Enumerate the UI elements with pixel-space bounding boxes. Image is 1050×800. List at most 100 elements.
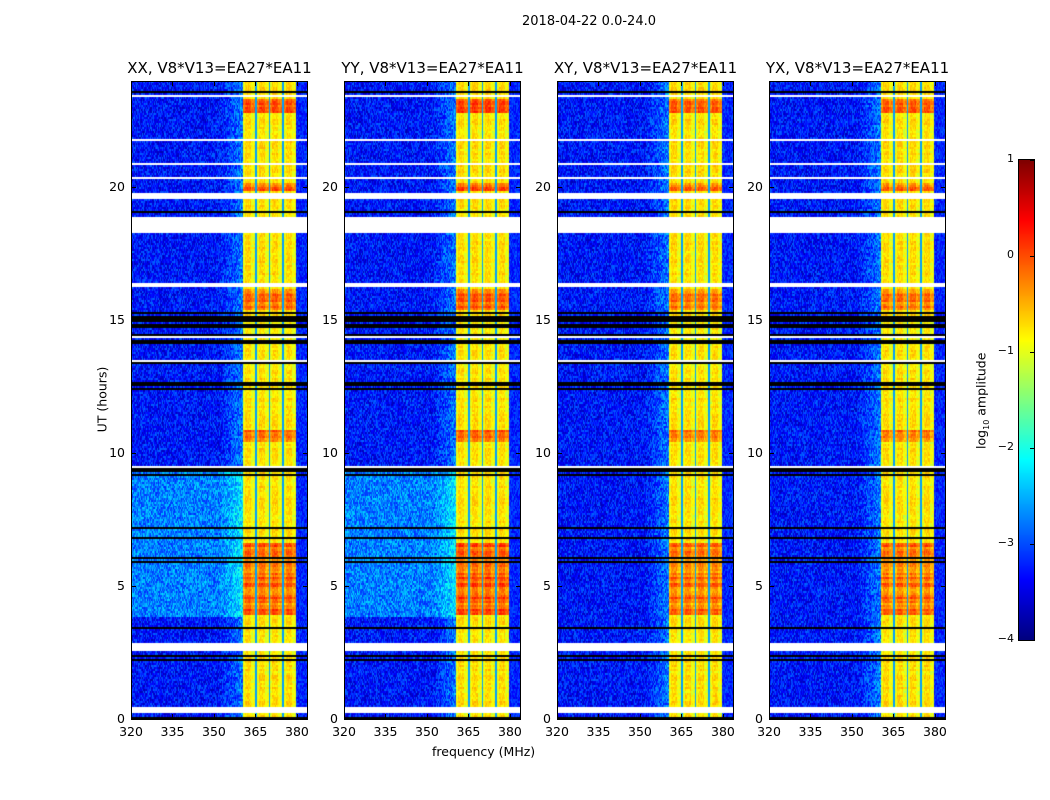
x-tick-mark bbox=[131, 714, 132, 719]
x-tick-mark bbox=[172, 714, 174, 719]
x-tick-label: 380 bbox=[285, 724, 309, 739]
x-tick-mark bbox=[810, 714, 812, 719]
x-tick-label: 365 bbox=[881, 724, 906, 739]
y-tick-mark bbox=[131, 453, 136, 455]
x-tick-mark bbox=[172, 81, 174, 86]
x-tick-mark bbox=[893, 714, 895, 719]
x-tick-mark bbox=[851, 81, 853, 86]
x-tick-mark bbox=[255, 714, 257, 719]
x-tick-mark bbox=[722, 81, 724, 86]
y-tick-mark bbox=[769, 586, 774, 588]
x-tick-label: 335 bbox=[373, 724, 398, 739]
y-tick-mark bbox=[516, 719, 521, 720]
x-tick-mark bbox=[385, 81, 387, 86]
x-tick-mark bbox=[426, 714, 428, 719]
y-tick-mark bbox=[769, 453, 774, 455]
x-tick-label: 335 bbox=[160, 724, 185, 739]
y-tick-mark bbox=[131, 719, 136, 720]
y-tick-mark bbox=[941, 187, 946, 189]
y-tick-mark bbox=[303, 586, 308, 588]
heatmap-canvas bbox=[558, 82, 733, 719]
y-tick-mark bbox=[344, 719, 349, 720]
x-tick-mark bbox=[851, 714, 853, 719]
x-tick-mark bbox=[426, 81, 428, 86]
y-tick-label: 10 bbox=[109, 445, 125, 461]
colorbar-tick-mark bbox=[1030, 544, 1034, 545]
heatmap-canvas bbox=[770, 82, 945, 719]
x-tick-label: 335 bbox=[586, 724, 611, 739]
x-tick-label: 350 bbox=[202, 724, 226, 739]
x-tick-label: 350 bbox=[628, 724, 652, 739]
y-tick-label: 5 bbox=[755, 578, 763, 594]
x-tick-mark bbox=[213, 81, 215, 86]
y-tick-mark bbox=[303, 187, 308, 189]
x-tick-mark bbox=[639, 714, 641, 719]
x-tick-label: 350 bbox=[840, 724, 864, 739]
y-tick-label: 20 bbox=[322, 179, 338, 195]
x-tick-label: 380 bbox=[923, 724, 947, 739]
x-tick-mark bbox=[131, 81, 132, 86]
y-tick-mark bbox=[769, 187, 774, 189]
x-tick-mark bbox=[681, 714, 683, 719]
x-tick-mark bbox=[598, 81, 600, 86]
colorbar-tick-mark bbox=[1030, 160, 1034, 161]
heatmap-canvas bbox=[132, 82, 307, 719]
y-tick-mark bbox=[557, 453, 562, 455]
x-tick-mark bbox=[255, 81, 257, 86]
panel-title: YY, V8*V13=EA27*EA11 bbox=[341, 59, 524, 77]
colorbar-tick-label: −4 bbox=[997, 632, 1014, 645]
figure-title: 2018-04-22 0.0-24.0 bbox=[522, 14, 656, 29]
x-tick-mark bbox=[893, 81, 895, 86]
colorbar-tick-label: 1 bbox=[1007, 152, 1014, 165]
x-tick-mark bbox=[810, 81, 812, 86]
y-tick-label: 20 bbox=[535, 179, 551, 195]
y-tick-mark bbox=[769, 719, 774, 720]
colorbar-tick-mark bbox=[1030, 352, 1034, 353]
y-tick-mark bbox=[557, 586, 562, 588]
y-tick-mark bbox=[516, 320, 521, 322]
x-tick-mark bbox=[681, 81, 683, 86]
y-tick-mark bbox=[769, 320, 774, 322]
y-tick-mark bbox=[516, 586, 521, 588]
x-tick-mark bbox=[344, 714, 345, 719]
colorbar-tick-mark bbox=[1030, 448, 1034, 449]
heatmap-panel-0 bbox=[131, 81, 308, 720]
x-tick-label: 320 bbox=[119, 724, 143, 739]
x-tick-mark bbox=[934, 81, 936, 86]
x-tick-mark bbox=[639, 81, 641, 86]
x-tick-label: 365 bbox=[669, 724, 694, 739]
y-tick-label: 15 bbox=[109, 312, 125, 328]
colorbar-tick-label: 0 bbox=[1007, 248, 1014, 261]
y-tick-mark bbox=[303, 453, 308, 455]
heatmap-panel-2 bbox=[557, 81, 734, 720]
panel-title: YX, V8*V13=EA27*EA11 bbox=[765, 59, 950, 77]
y-tick-label: 15 bbox=[535, 312, 551, 328]
x-tick-mark bbox=[509, 81, 511, 86]
y-tick-label: 10 bbox=[747, 445, 763, 461]
x-axis-label: frequency (MHz) bbox=[432, 744, 536, 759]
x-tick-label: 365 bbox=[456, 724, 481, 739]
x-tick-mark bbox=[557, 81, 558, 86]
y-tick-mark bbox=[941, 453, 946, 455]
y-tick-mark bbox=[941, 586, 946, 588]
colorbar-tick-label: −3 bbox=[997, 536, 1014, 549]
x-tick-mark bbox=[344, 81, 345, 86]
y-tick-mark bbox=[557, 187, 562, 189]
colorbar-tick-label: −2 bbox=[997, 440, 1014, 453]
x-tick-label: 365 bbox=[243, 724, 268, 739]
y-tick-label: 0 bbox=[117, 711, 125, 726]
x-tick-mark bbox=[296, 714, 298, 719]
colorbar-tick-label: −1 bbox=[997, 344, 1014, 357]
y-tick-mark bbox=[729, 719, 734, 720]
y-tick-label: 10 bbox=[535, 445, 551, 461]
y-tick-mark bbox=[344, 453, 349, 455]
x-tick-mark bbox=[769, 714, 770, 719]
x-tick-label: 335 bbox=[798, 724, 823, 739]
y-tick-mark bbox=[557, 320, 562, 322]
x-tick-mark bbox=[385, 714, 387, 719]
x-tick-mark bbox=[468, 81, 470, 86]
y-tick-mark bbox=[344, 187, 349, 189]
y-tick-label: 5 bbox=[543, 578, 551, 594]
y-tick-mark bbox=[303, 719, 308, 720]
